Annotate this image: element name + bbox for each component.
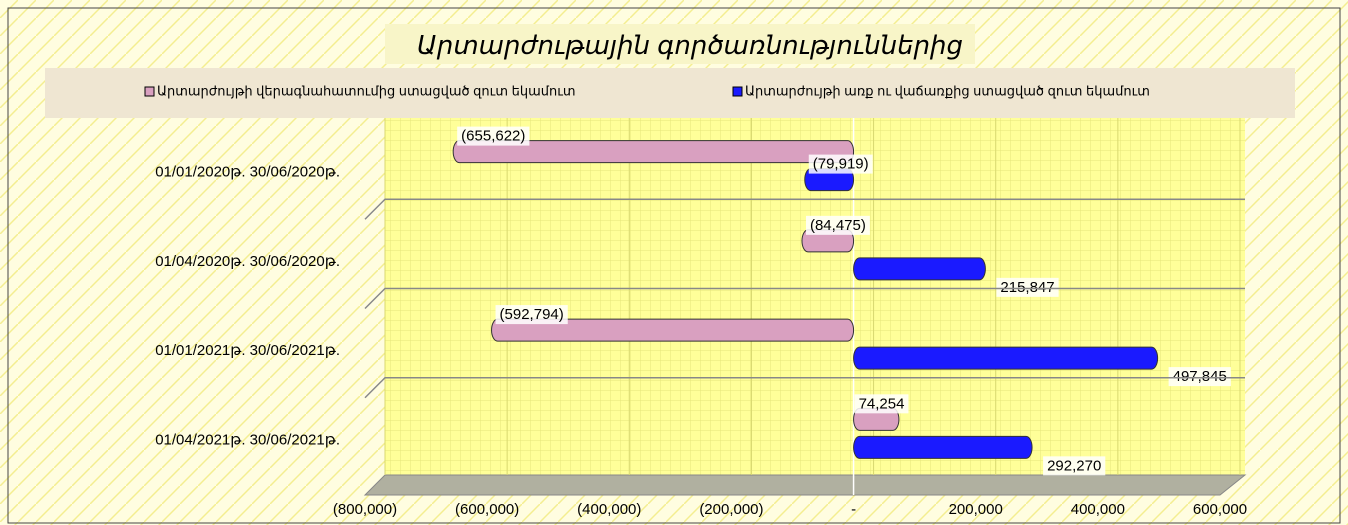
x-tick-label: 200,000 xyxy=(949,501,1003,518)
data-label: 215,847 xyxy=(1000,279,1054,296)
frame xyxy=(7,7,1341,524)
x-tick-label: 600,000 xyxy=(1193,501,1247,518)
y-tick-label: 01/01/2020թ. 30/06/2020թ. xyxy=(155,164,340,181)
category-separator xyxy=(364,287,1245,310)
legend-swatch xyxy=(732,86,743,97)
category-separator xyxy=(364,198,1245,220)
legend-label: Արտարժույթի առք ու վաճառքից ստացված զուտ… xyxy=(745,83,1150,98)
data-label: (79,919) xyxy=(813,156,869,173)
x-tick-label: (800,000) xyxy=(333,501,397,518)
data-label: 497,845 xyxy=(1173,368,1227,385)
bar xyxy=(853,346,1159,370)
legend-swatch xyxy=(144,86,155,97)
legend-label: Արտարժույթի վերագնահատումից ստացված զուտ… xyxy=(157,83,576,98)
data-label: (84,475) xyxy=(810,217,866,234)
data-label: (592,794) xyxy=(500,306,564,323)
x-tick-label: (200,000) xyxy=(699,501,763,518)
x-tick-label: 400,000 xyxy=(1071,501,1125,518)
data-label: 292,270 xyxy=(1047,457,1101,474)
category-separator xyxy=(364,377,1245,399)
title-bg xyxy=(385,24,975,64)
y-tick-label: 01/04/2020թ. 30/06/2020թ. xyxy=(155,253,340,270)
data-label-bg xyxy=(457,126,530,146)
data-label: 74,254 xyxy=(859,395,905,412)
data-label-bg xyxy=(495,305,568,325)
data-label: (655,622) xyxy=(461,128,525,145)
x-tick-label: (400,000) xyxy=(577,501,641,518)
x-tick-label: (600,000) xyxy=(455,501,519,518)
x-tick-label: - xyxy=(851,501,856,518)
y-tick-label: 01/04/2021թ. 30/06/2021թ. xyxy=(155,431,340,448)
chart-title: Արտարժութային գործառնություններից xyxy=(417,30,963,60)
data-label-bg xyxy=(1168,367,1231,387)
data-label-bg xyxy=(996,277,1059,297)
data-label-bg xyxy=(808,154,873,174)
bar xyxy=(491,318,855,342)
bar xyxy=(853,257,986,281)
y-tick-label: 01/01/2021թ. 30/06/2021թ. xyxy=(155,342,340,359)
data-label-bg xyxy=(854,394,909,414)
data-label-bg xyxy=(805,215,870,235)
data-label-bg xyxy=(1043,456,1106,476)
legend-box xyxy=(45,68,1295,118)
floor xyxy=(363,474,1247,496)
bar xyxy=(452,140,855,164)
bar xyxy=(853,435,1033,459)
